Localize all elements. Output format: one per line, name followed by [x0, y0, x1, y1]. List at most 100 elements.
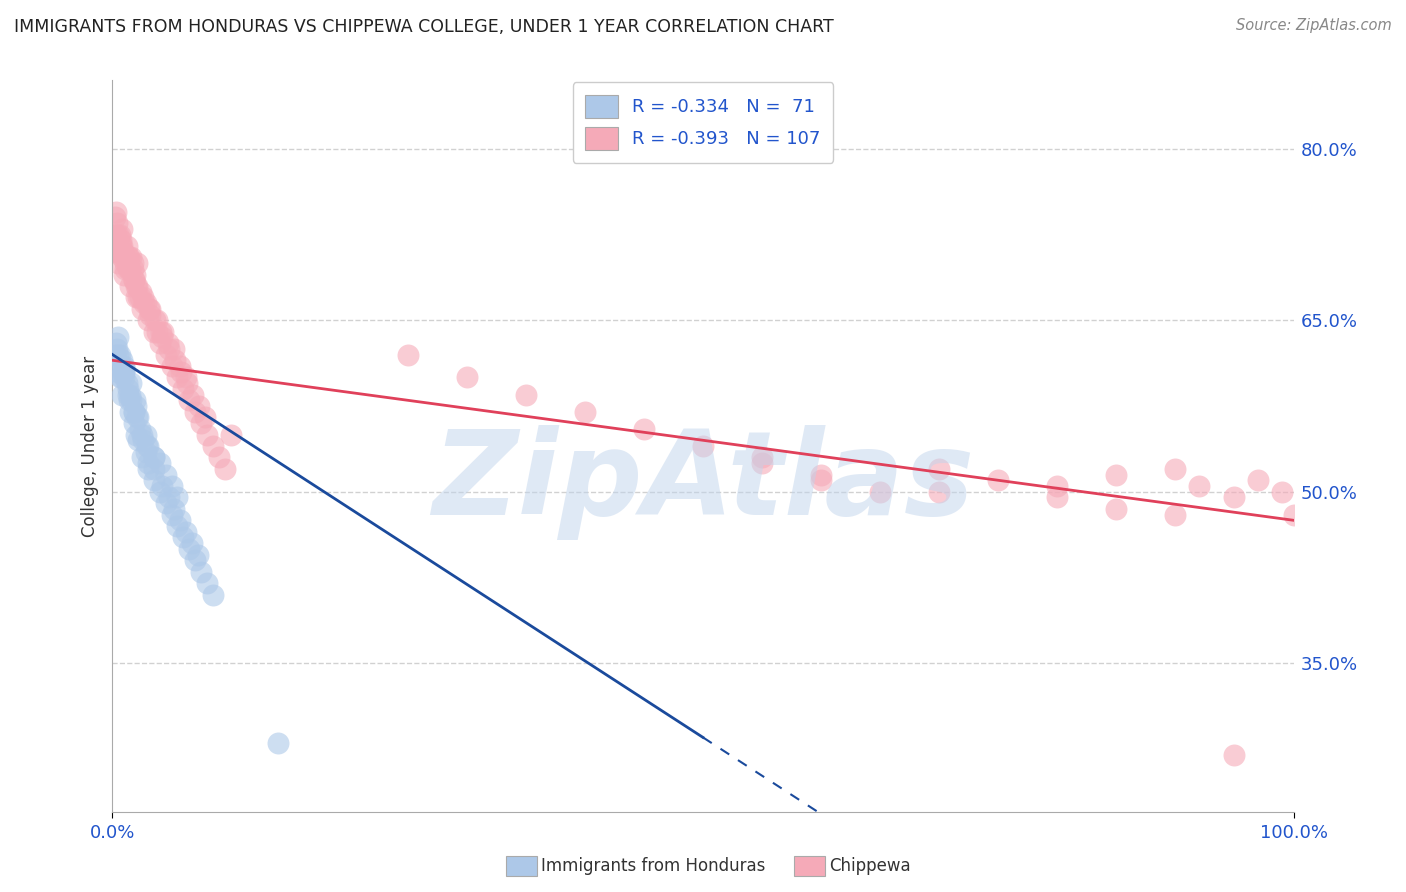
- Point: [124, 393, 146, 408]
- FancyBboxPatch shape: [794, 856, 825, 876]
- Point: [108, 227, 131, 242]
- Point: [135, 296, 157, 310]
- Point: [105, 336, 128, 351]
- Point: [128, 422, 150, 436]
- Point: [131, 450, 153, 465]
- Point: [169, 359, 191, 373]
- Point: [157, 491, 180, 505]
- Point: [117, 261, 139, 276]
- Point: [127, 256, 149, 270]
- Point: [111, 251, 134, 265]
- Point: [110, 359, 132, 373]
- Point: [166, 491, 188, 505]
- Point: [201, 588, 224, 602]
- Point: [150, 479, 173, 493]
- Point: [105, 227, 128, 242]
- Point: [928, 462, 950, 476]
- Point: [104, 347, 127, 362]
- Point: [179, 393, 201, 408]
- Point: [115, 376, 138, 391]
- Point: [136, 462, 159, 476]
- Point: [118, 261, 141, 276]
- Point: [122, 405, 145, 419]
- Point: [125, 290, 148, 304]
- Point: [138, 301, 160, 316]
- Point: [208, 450, 231, 465]
- Point: [139, 308, 162, 322]
- Point: [1105, 467, 1128, 482]
- Point: [132, 290, 155, 304]
- Point: [108, 347, 131, 362]
- Point: [1105, 501, 1128, 516]
- Point: [103, 244, 125, 259]
- Point: [169, 513, 191, 527]
- Point: [195, 427, 218, 442]
- Point: [1046, 479, 1069, 493]
- Point: [146, 313, 169, 327]
- Point: [105, 342, 128, 356]
- Point: [751, 450, 773, 465]
- Point: [118, 393, 141, 408]
- Point: [120, 387, 142, 401]
- Point: [112, 359, 135, 373]
- Point: [869, 484, 891, 499]
- Point: [149, 456, 172, 470]
- Point: [105, 233, 128, 247]
- Point: [142, 450, 165, 465]
- Point: [1247, 473, 1270, 487]
- Point: [143, 313, 166, 327]
- FancyBboxPatch shape: [506, 856, 537, 876]
- Point: [112, 361, 135, 376]
- Point: [121, 256, 143, 270]
- Point: [127, 279, 149, 293]
- Point: [111, 387, 134, 401]
- Point: [127, 410, 149, 425]
- Point: [176, 376, 198, 391]
- Point: [150, 330, 173, 344]
- Point: [108, 244, 131, 259]
- Point: [574, 405, 596, 419]
- Point: [125, 279, 148, 293]
- Point: [107, 347, 129, 362]
- Point: [112, 244, 135, 259]
- Point: [135, 439, 157, 453]
- Point: [1223, 747, 1246, 762]
- Point: [131, 301, 153, 316]
- Point: [104, 211, 127, 225]
- Point: [112, 365, 135, 379]
- Point: [152, 325, 174, 339]
- Point: [142, 450, 165, 465]
- Point: [1271, 484, 1294, 499]
- Point: [125, 427, 148, 442]
- Point: [155, 347, 177, 362]
- Point: [110, 233, 132, 247]
- Point: [112, 365, 135, 379]
- Point: [111, 222, 134, 236]
- Point: [1188, 479, 1211, 493]
- Point: [105, 204, 128, 219]
- Point: [142, 462, 165, 476]
- Point: [107, 227, 129, 242]
- Point: [165, 353, 187, 368]
- Point: [127, 410, 149, 425]
- Point: [146, 325, 169, 339]
- Point: [125, 399, 148, 413]
- Point: [190, 565, 212, 579]
- Point: [122, 405, 145, 419]
- Point: [112, 268, 135, 282]
- Point: [135, 444, 157, 458]
- Point: [118, 251, 141, 265]
- Point: [180, 536, 202, 550]
- Point: [117, 387, 139, 401]
- Point: [107, 330, 129, 344]
- Point: [110, 370, 132, 384]
- Point: [214, 462, 236, 476]
- Point: [172, 530, 194, 544]
- Point: [107, 244, 129, 259]
- Point: [157, 342, 180, 356]
- Point: [1164, 508, 1187, 522]
- Point: [187, 399, 209, 413]
- Point: [456, 370, 478, 384]
- Point: [114, 256, 136, 270]
- Point: [184, 553, 207, 567]
